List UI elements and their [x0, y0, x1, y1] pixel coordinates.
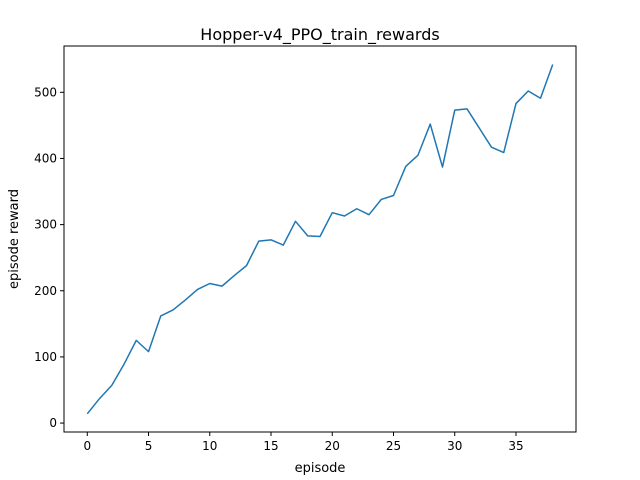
x-tick-label: 20 — [325, 439, 340, 453]
x-tick-label: 25 — [386, 439, 401, 453]
x-tick-label: 30 — [447, 439, 462, 453]
x-axis-ticks: 0 5 10 15 20 25 30 35 — [83, 432, 524, 453]
y-tick-label: 300 — [34, 218, 57, 232]
x-tick-label: 5 — [145, 439, 153, 453]
y-tick-label: 100 — [34, 350, 57, 364]
x-tick-label: 10 — [202, 439, 217, 453]
y-tick-label: 400 — [34, 151, 57, 165]
y-tick-label: 200 — [34, 284, 57, 298]
plot-area-frame — [63, 45, 577, 433]
y-axis-label: episode reward — [7, 189, 22, 289]
x-axis-label: episode — [295, 461, 346, 476]
y-tick-label: 0 — [49, 416, 57, 430]
chart-title: Hopper-v4_PPO_train_rewards — [200, 25, 439, 45]
y-axis-ticks: 0 100 200 300 400 500 — [34, 85, 64, 430]
x-tick-label: 0 — [83, 439, 91, 453]
series-line — [86, 64, 554, 415]
x-tick-label: 35 — [508, 439, 523, 453]
x-tick-label: 15 — [263, 439, 278, 453]
y-tick-label: 500 — [34, 85, 57, 99]
